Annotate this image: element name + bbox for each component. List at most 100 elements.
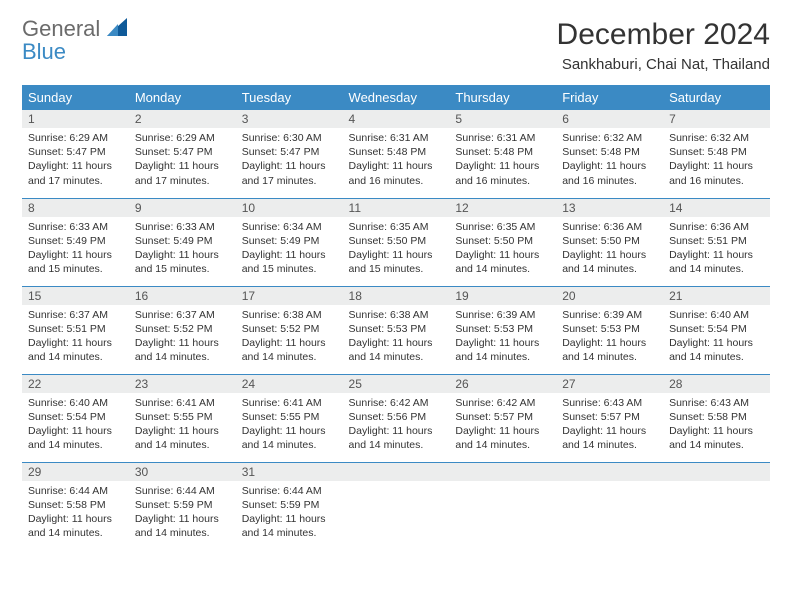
- calendar-cell: .: [556, 462, 663, 550]
- day-number: 8: [22, 199, 129, 217]
- weekday-header: Friday: [556, 85, 663, 110]
- day-body: Sunrise: 6:43 AMSunset: 5:58 PMDaylight:…: [663, 393, 770, 458]
- calendar-cell: 5Sunrise: 6:31 AMSunset: 5:48 PMDaylight…: [449, 110, 556, 198]
- calendar-table: Sunday Monday Tuesday Wednesday Thursday…: [22, 85, 770, 550]
- day-body: Sunrise: 6:44 AMSunset: 5:59 PMDaylight:…: [129, 481, 236, 546]
- day-body: Sunrise: 6:42 AMSunset: 5:56 PMDaylight:…: [343, 393, 450, 458]
- day-body: Sunrise: 6:38 AMSunset: 5:52 PMDaylight:…: [236, 305, 343, 370]
- weekday-header: Monday: [129, 85, 236, 110]
- day-number: 22: [22, 375, 129, 393]
- day-number: 23: [129, 375, 236, 393]
- day-number: 6: [556, 110, 663, 128]
- day-body: Sunrise: 6:37 AMSunset: 5:52 PMDaylight:…: [129, 305, 236, 370]
- calendar-cell: 2Sunrise: 6:29 AMSunset: 5:47 PMDaylight…: [129, 110, 236, 198]
- calendar-row: 29Sunrise: 6:44 AMSunset: 5:58 PMDayligh…: [22, 462, 770, 550]
- calendar-cell: 11Sunrise: 6:35 AMSunset: 5:50 PMDayligh…: [343, 198, 450, 286]
- logo-sail-icon: [107, 23, 131, 40]
- day-body: Sunrise: 6:36 AMSunset: 5:51 PMDaylight:…: [663, 217, 770, 282]
- day-number: 11: [343, 199, 450, 217]
- day-number: 29: [22, 463, 129, 481]
- day-number: 10: [236, 199, 343, 217]
- weekday-header: Saturday: [663, 85, 770, 110]
- day-body: Sunrise: 6:41 AMSunset: 5:55 PMDaylight:…: [129, 393, 236, 458]
- day-number: 19: [449, 287, 556, 305]
- day-number: 14: [663, 199, 770, 217]
- day-number: 24: [236, 375, 343, 393]
- day-number: 1: [22, 110, 129, 128]
- calendar-cell: .: [343, 462, 450, 550]
- calendar-row: 8Sunrise: 6:33 AMSunset: 5:49 PMDaylight…: [22, 198, 770, 286]
- calendar-cell: 22Sunrise: 6:40 AMSunset: 5:54 PMDayligh…: [22, 374, 129, 462]
- day-body: Sunrise: 6:38 AMSunset: 5:53 PMDaylight:…: [343, 305, 450, 370]
- day-body: Sunrise: 6:42 AMSunset: 5:57 PMDaylight:…: [449, 393, 556, 458]
- calendar-cell: 16Sunrise: 6:37 AMSunset: 5:52 PMDayligh…: [129, 286, 236, 374]
- calendar-cell: 9Sunrise: 6:33 AMSunset: 5:49 PMDaylight…: [129, 198, 236, 286]
- day-number: 20: [556, 287, 663, 305]
- calendar-cell: 3Sunrise: 6:30 AMSunset: 5:47 PMDaylight…: [236, 110, 343, 198]
- calendar-cell: 19Sunrise: 6:39 AMSunset: 5:53 PMDayligh…: [449, 286, 556, 374]
- day-number: 27: [556, 375, 663, 393]
- calendar-cell: 20Sunrise: 6:39 AMSunset: 5:53 PMDayligh…: [556, 286, 663, 374]
- calendar-cell: 18Sunrise: 6:38 AMSunset: 5:53 PMDayligh…: [343, 286, 450, 374]
- logo: General Blue: [22, 18, 131, 64]
- day-number: 21: [663, 287, 770, 305]
- day-body: Sunrise: 6:41 AMSunset: 5:55 PMDaylight:…: [236, 393, 343, 458]
- day-body: Sunrise: 6:44 AMSunset: 5:59 PMDaylight:…: [236, 481, 343, 546]
- calendar-cell: 24Sunrise: 6:41 AMSunset: 5:55 PMDayligh…: [236, 374, 343, 462]
- day-body: Sunrise: 6:39 AMSunset: 5:53 PMDaylight:…: [556, 305, 663, 370]
- day-body: Sunrise: 6:35 AMSunset: 5:50 PMDaylight:…: [449, 217, 556, 282]
- location-text: Sankhaburi, Chai Nat, Thailand: [557, 56, 770, 73]
- logo-text-part1: General: [22, 16, 100, 41]
- calendar-cell: .: [449, 462, 556, 550]
- calendar-cell: 25Sunrise: 6:42 AMSunset: 5:56 PMDayligh…: [343, 374, 450, 462]
- day-body: Sunrise: 6:35 AMSunset: 5:50 PMDaylight:…: [343, 217, 450, 282]
- calendar-cell: .: [663, 462, 770, 550]
- calendar-cell: 29Sunrise: 6:44 AMSunset: 5:58 PMDayligh…: [22, 462, 129, 550]
- day-number: 4: [343, 110, 450, 128]
- logo-text-block: General Blue: [22, 18, 131, 64]
- calendar-cell: 21Sunrise: 6:40 AMSunset: 5:54 PMDayligh…: [663, 286, 770, 374]
- calendar-cell: 8Sunrise: 6:33 AMSunset: 5:49 PMDaylight…: [22, 198, 129, 286]
- calendar-cell: 14Sunrise: 6:36 AMSunset: 5:51 PMDayligh…: [663, 198, 770, 286]
- day-number: 12: [449, 199, 556, 217]
- month-title: December 2024: [557, 18, 770, 52]
- calendar-cell: 17Sunrise: 6:38 AMSunset: 5:52 PMDayligh…: [236, 286, 343, 374]
- day-body: Sunrise: 6:31 AMSunset: 5:48 PMDaylight:…: [449, 128, 556, 193]
- day-body: Sunrise: 6:32 AMSunset: 5:48 PMDaylight:…: [556, 128, 663, 193]
- day-number-empty: .: [343, 463, 450, 481]
- calendar-cell: 27Sunrise: 6:43 AMSunset: 5:57 PMDayligh…: [556, 374, 663, 462]
- day-number: 17: [236, 287, 343, 305]
- title-block: December 2024 Sankhaburi, Chai Nat, Thai…: [557, 18, 770, 73]
- day-body: Sunrise: 6:43 AMSunset: 5:57 PMDaylight:…: [556, 393, 663, 458]
- day-body: Sunrise: 6:37 AMSunset: 5:51 PMDaylight:…: [22, 305, 129, 370]
- day-body: Sunrise: 6:30 AMSunset: 5:47 PMDaylight:…: [236, 128, 343, 193]
- calendar-cell: 30Sunrise: 6:44 AMSunset: 5:59 PMDayligh…: [129, 462, 236, 550]
- calendar-cell: 4Sunrise: 6:31 AMSunset: 5:48 PMDaylight…: [343, 110, 450, 198]
- day-number: 25: [343, 375, 450, 393]
- day-number-empty: .: [663, 463, 770, 481]
- weekday-header: Wednesday: [343, 85, 450, 110]
- day-number: 13: [556, 199, 663, 217]
- calendar-cell: 12Sunrise: 6:35 AMSunset: 5:50 PMDayligh…: [449, 198, 556, 286]
- calendar-cell: 15Sunrise: 6:37 AMSunset: 5:51 PMDayligh…: [22, 286, 129, 374]
- calendar-cell: 7Sunrise: 6:32 AMSunset: 5:48 PMDaylight…: [663, 110, 770, 198]
- day-number: 31: [236, 463, 343, 481]
- day-number-empty: .: [556, 463, 663, 481]
- day-number: 9: [129, 199, 236, 217]
- calendar-row: 1Sunrise: 6:29 AMSunset: 5:47 PMDaylight…: [22, 110, 770, 198]
- day-number: 16: [129, 287, 236, 305]
- calendar-cell: 31Sunrise: 6:44 AMSunset: 5:59 PMDayligh…: [236, 462, 343, 550]
- weekday-header: Thursday: [449, 85, 556, 110]
- day-body: Sunrise: 6:33 AMSunset: 5:49 PMDaylight:…: [129, 217, 236, 282]
- day-body: Sunrise: 6:40 AMSunset: 5:54 PMDaylight:…: [22, 393, 129, 458]
- calendar-cell: 13Sunrise: 6:36 AMSunset: 5:50 PMDayligh…: [556, 198, 663, 286]
- calendar-cell: 6Sunrise: 6:32 AMSunset: 5:48 PMDaylight…: [556, 110, 663, 198]
- weekday-header-row: Sunday Monday Tuesday Wednesday Thursday…: [22, 85, 770, 110]
- header: General Blue December 2024 Sankhaburi, C…: [22, 18, 770, 73]
- day-number: 15: [22, 287, 129, 305]
- day-number: 30: [129, 463, 236, 481]
- calendar-row: 15Sunrise: 6:37 AMSunset: 5:51 PMDayligh…: [22, 286, 770, 374]
- calendar-cell: 23Sunrise: 6:41 AMSunset: 5:55 PMDayligh…: [129, 374, 236, 462]
- day-body: Sunrise: 6:39 AMSunset: 5:53 PMDaylight:…: [449, 305, 556, 370]
- calendar-cell: 10Sunrise: 6:34 AMSunset: 5:49 PMDayligh…: [236, 198, 343, 286]
